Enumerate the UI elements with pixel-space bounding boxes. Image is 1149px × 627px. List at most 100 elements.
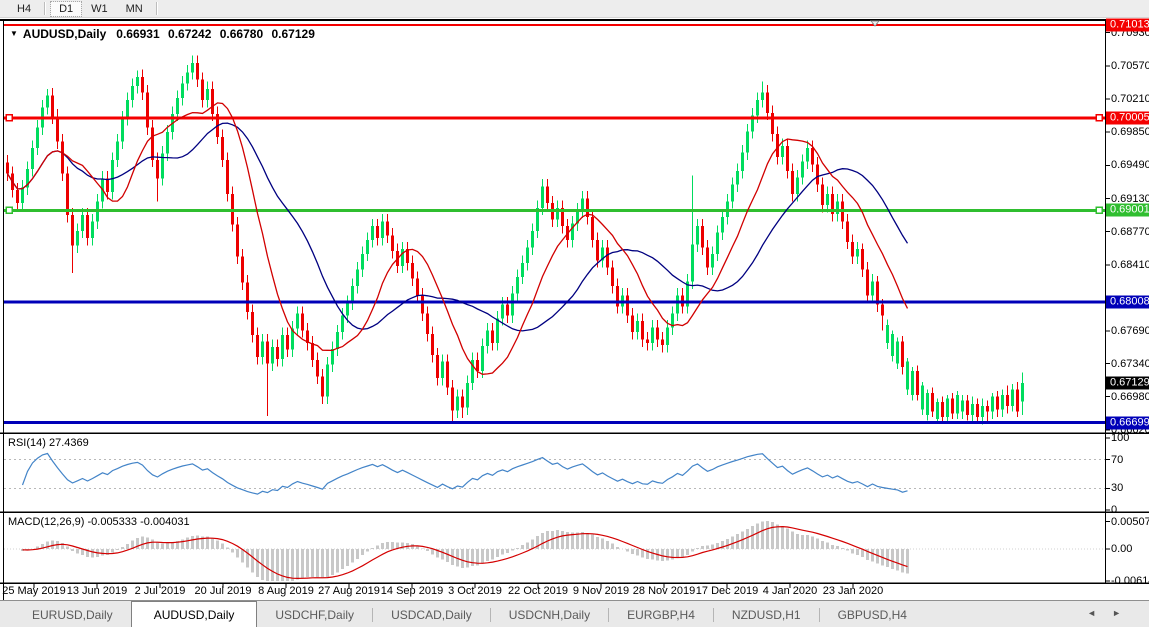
tab-eurusd-daily[interactable]: EURUSD,Daily (32, 607, 113, 622)
tab-scroll-right-icon[interactable]: ► (1112, 608, 1121, 618)
ma-fast-line (6, 102, 909, 375)
candle-up (501, 304, 504, 319)
candle-up (541, 186, 544, 208)
candle-up (526, 247, 529, 264)
tab-usdcad-daily[interactable]: USDCAD,Daily (391, 607, 472, 622)
candle-up (911, 370, 914, 395)
candle-down (591, 216, 594, 241)
candle-up (556, 207, 559, 220)
candle-down (451, 387, 454, 411)
candle-down (631, 315, 634, 333)
candle-up (381, 221, 384, 239)
candle-down (306, 330, 309, 344)
candle-down (1006, 394, 1009, 406)
candle-down (876, 281, 879, 305)
candle-up (161, 153, 164, 179)
candle-up (741, 152, 744, 171)
candle-up (636, 321, 639, 333)
candle-down (646, 339, 649, 344)
candle-down (16, 190, 19, 204)
candle-up (76, 230, 79, 246)
tab-scroll-left-icon[interactable]: ◄ (1087, 608, 1097, 618)
tab-nzdusd-h1[interactable]: NZDUSD,H1 (731, 607, 801, 622)
candle-up (806, 147, 809, 162)
candle-up (581, 198, 584, 211)
candle-up (886, 324, 889, 344)
candle-down (866, 269, 869, 296)
candle-up (26, 169, 29, 188)
candle-up (721, 216, 724, 233)
candle-down (56, 116, 59, 142)
candle-down (1016, 389, 1019, 412)
candle-down (966, 400, 969, 416)
candle-up (891, 334, 894, 357)
candle-down (141, 76, 144, 93)
candle-up (531, 230, 534, 248)
candle-up (711, 253, 714, 268)
candle-up (21, 187, 24, 204)
candle-down (641, 321, 644, 340)
tab-scroll-arrows: ◄ ► (1087, 608, 1121, 618)
candle-up (46, 95, 49, 108)
candle-down (391, 235, 394, 252)
candle-down (221, 136, 224, 160)
candle-down (461, 396, 464, 408)
candle-down (951, 398, 954, 414)
candle-up (261, 341, 264, 358)
candle-down (476, 359, 479, 371)
candle-down (256, 334, 259, 358)
candle-up (761, 92, 764, 100)
candle-up (946, 398, 949, 417)
candle-up (371, 226, 374, 241)
candle-down (106, 178, 109, 193)
line-anchor-left (5, 114, 13, 122)
candle-down (71, 215, 74, 246)
candle-down (241, 256, 244, 283)
candle-up (471, 359, 474, 383)
candle-down (851, 241, 854, 257)
candle-up (571, 223, 574, 241)
candle-down (701, 226, 704, 248)
candle-up (271, 346, 274, 364)
candle-down (786, 146, 789, 171)
candle-up (746, 131, 749, 153)
candle-down (211, 88, 214, 114)
timeframe-button-h4[interactable]: H4 (17, 2, 32, 15)
candle-up (871, 281, 874, 296)
candle-down (406, 249, 409, 264)
candle-up (91, 221, 94, 239)
candle-down (146, 92, 149, 128)
candle-down (66, 173, 69, 216)
candle-up (291, 328, 294, 350)
candle-down (61, 141, 64, 174)
candle-up (856, 249, 859, 257)
tab-usdchf-daily[interactable]: USDCHF,Daily (275, 607, 355, 622)
candle-up (736, 170, 739, 185)
candle-down (811, 147, 814, 165)
candle-up (206, 88, 209, 100)
candle-down (916, 370, 919, 395)
candle-up (576, 210, 579, 224)
tab-eurgbp-h4[interactable]: EURGBP,H4 (627, 607, 695, 622)
candle-down (616, 286, 619, 307)
tab-audusd-daily[interactable]: AUDUSD,Daily (130, 601, 258, 627)
candle-down (816, 164, 819, 185)
candle-up (351, 286, 354, 303)
candle-down (86, 215, 89, 239)
timeframe-button-w1[interactable]: W1 (91, 2, 108, 15)
tab-gbpusd-h4[interactable]: GBPUSD,H4 (837, 607, 907, 622)
timeframe-button-mn[interactable]: MN (125, 2, 143, 15)
tab-usdcnh-daily[interactable]: USDCNH,Daily (508, 607, 591, 622)
candle-up (536, 207, 539, 231)
candle-up (956, 394, 959, 414)
candle-down (436, 355, 439, 379)
candle-up (136, 76, 139, 87)
candle-up (676, 295, 679, 314)
candle-down (611, 267, 614, 287)
timeframe-button-d1[interactable]: D1 (50, 0, 83, 17)
candle-up (181, 83, 184, 99)
candle-down (426, 313, 429, 335)
candle-down (491, 330, 494, 344)
